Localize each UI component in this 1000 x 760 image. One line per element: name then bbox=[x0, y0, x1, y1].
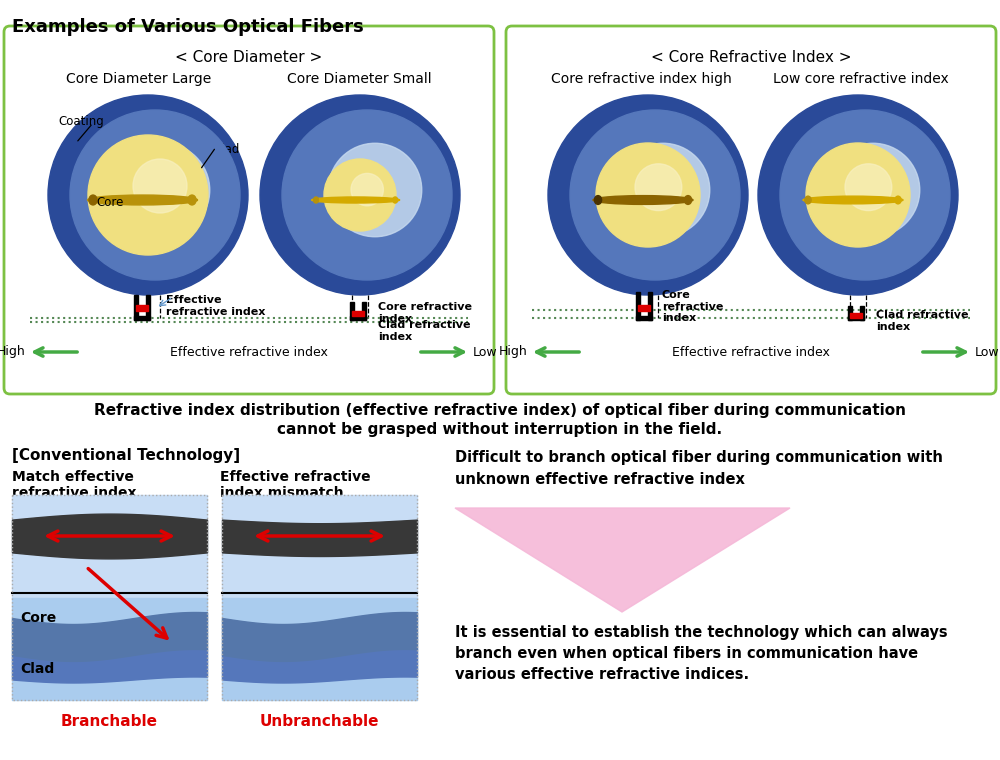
Circle shape bbox=[351, 173, 383, 206]
Bar bbox=[648, 292, 652, 320]
Text: Clad: Clad bbox=[20, 662, 54, 676]
Ellipse shape bbox=[88, 195, 198, 205]
Text: branch even when optical fibers in communication have: branch even when optical fibers in commu… bbox=[455, 646, 918, 661]
Text: It is essential to establish the technology which can always: It is essential to establish the technol… bbox=[455, 625, 948, 640]
Bar bbox=[222, 495, 417, 700]
Text: Low: Low bbox=[975, 346, 1000, 359]
Bar bbox=[636, 316, 652, 320]
Text: < Core Refractive Index >: < Core Refractive Index > bbox=[651, 50, 851, 65]
Text: Effective
refractive index: Effective refractive index bbox=[166, 295, 265, 317]
Bar bbox=[860, 306, 864, 320]
Circle shape bbox=[596, 143, 700, 247]
Text: Core: Core bbox=[96, 197, 124, 210]
Ellipse shape bbox=[593, 195, 693, 204]
Text: Unbranchable: Unbranchable bbox=[260, 714, 379, 729]
Polygon shape bbox=[455, 508, 790, 612]
Text: Core
refractive
index: Core refractive index bbox=[662, 290, 723, 323]
Text: Effective refractive
index mismatch: Effective refractive index mismatch bbox=[220, 470, 371, 500]
Circle shape bbox=[616, 143, 710, 237]
Text: High: High bbox=[0, 346, 25, 359]
Ellipse shape bbox=[314, 197, 318, 203]
Text: Core: Core bbox=[20, 611, 56, 625]
Bar bbox=[848, 306, 852, 320]
Ellipse shape bbox=[805, 196, 811, 204]
Ellipse shape bbox=[188, 195, 196, 205]
Bar bbox=[350, 316, 366, 320]
Circle shape bbox=[780, 110, 950, 280]
Bar bbox=[350, 302, 354, 320]
Text: Core refractive index high: Core refractive index high bbox=[551, 72, 731, 86]
Circle shape bbox=[70, 110, 240, 280]
Text: Branchable: Branchable bbox=[61, 714, 158, 729]
Circle shape bbox=[758, 95, 958, 295]
Text: Effective refractive index: Effective refractive index bbox=[672, 346, 830, 359]
Ellipse shape bbox=[594, 195, 602, 204]
Circle shape bbox=[282, 110, 452, 280]
Bar bbox=[12, 495, 207, 700]
Ellipse shape bbox=[803, 196, 903, 204]
Text: Coating: Coating bbox=[58, 115, 104, 128]
Ellipse shape bbox=[684, 195, 692, 204]
Text: cannot be grasped without interruption in the field.: cannot be grasped without interruption i… bbox=[277, 422, 723, 437]
Text: [Conventional Technology]: [Conventional Technology] bbox=[12, 448, 240, 463]
Circle shape bbox=[133, 159, 187, 213]
Ellipse shape bbox=[895, 196, 901, 204]
Text: Difficult to branch optical fiber during communication with: Difficult to branch optical fiber during… bbox=[455, 450, 943, 465]
Circle shape bbox=[324, 159, 396, 231]
Text: Clad refractive
index: Clad refractive index bbox=[876, 310, 968, 331]
Text: unknown effective refractive index: unknown effective refractive index bbox=[455, 472, 745, 487]
Bar bbox=[146, 295, 150, 320]
Circle shape bbox=[116, 143, 210, 237]
Bar bbox=[848, 316, 864, 320]
FancyBboxPatch shape bbox=[506, 26, 996, 394]
Text: various effective refractive indices.: various effective refractive indices. bbox=[455, 667, 749, 682]
Bar bbox=[134, 295, 138, 320]
Text: Low core refractive index: Low core refractive index bbox=[773, 72, 949, 86]
FancyBboxPatch shape bbox=[4, 26, 494, 394]
Circle shape bbox=[806, 143, 910, 247]
Bar bbox=[638, 305, 650, 311]
Bar bbox=[136, 305, 148, 311]
Text: Effective refractive index: Effective refractive index bbox=[170, 346, 328, 359]
Circle shape bbox=[826, 143, 920, 237]
Text: High: High bbox=[498, 346, 527, 359]
Bar bbox=[362, 302, 366, 320]
Circle shape bbox=[845, 164, 892, 211]
Text: Examples of Various Optical Fibers: Examples of Various Optical Fibers bbox=[12, 18, 364, 36]
Circle shape bbox=[548, 95, 748, 295]
Circle shape bbox=[635, 164, 682, 211]
Ellipse shape bbox=[89, 195, 97, 205]
Circle shape bbox=[570, 110, 740, 280]
Text: < Core Diameter >: < Core Diameter > bbox=[175, 50, 323, 65]
Bar bbox=[134, 316, 150, 320]
Text: Core Diameter Small: Core Diameter Small bbox=[287, 72, 431, 86]
Circle shape bbox=[88, 135, 208, 255]
Text: Refractive index distribution (effective refractive index) of optical fiber duri: Refractive index distribution (effective… bbox=[94, 403, 906, 418]
Circle shape bbox=[260, 95, 460, 295]
Bar bbox=[352, 311, 364, 316]
Text: Core Diameter Large: Core Diameter Large bbox=[66, 72, 212, 86]
Text: Clad: Clad bbox=[213, 143, 239, 156]
Text: Core refractive
index: Core refractive index bbox=[378, 302, 472, 324]
Ellipse shape bbox=[393, 197, 398, 203]
Circle shape bbox=[48, 95, 248, 295]
Text: Match effective
refractive index: Match effective refractive index bbox=[12, 470, 136, 500]
Bar bbox=[636, 292, 640, 320]
Circle shape bbox=[328, 143, 422, 237]
Text: Low: Low bbox=[473, 346, 498, 359]
Text: Clad refractive
index: Clad refractive index bbox=[378, 320, 471, 341]
Ellipse shape bbox=[312, 197, 400, 203]
Bar bbox=[850, 313, 862, 318]
